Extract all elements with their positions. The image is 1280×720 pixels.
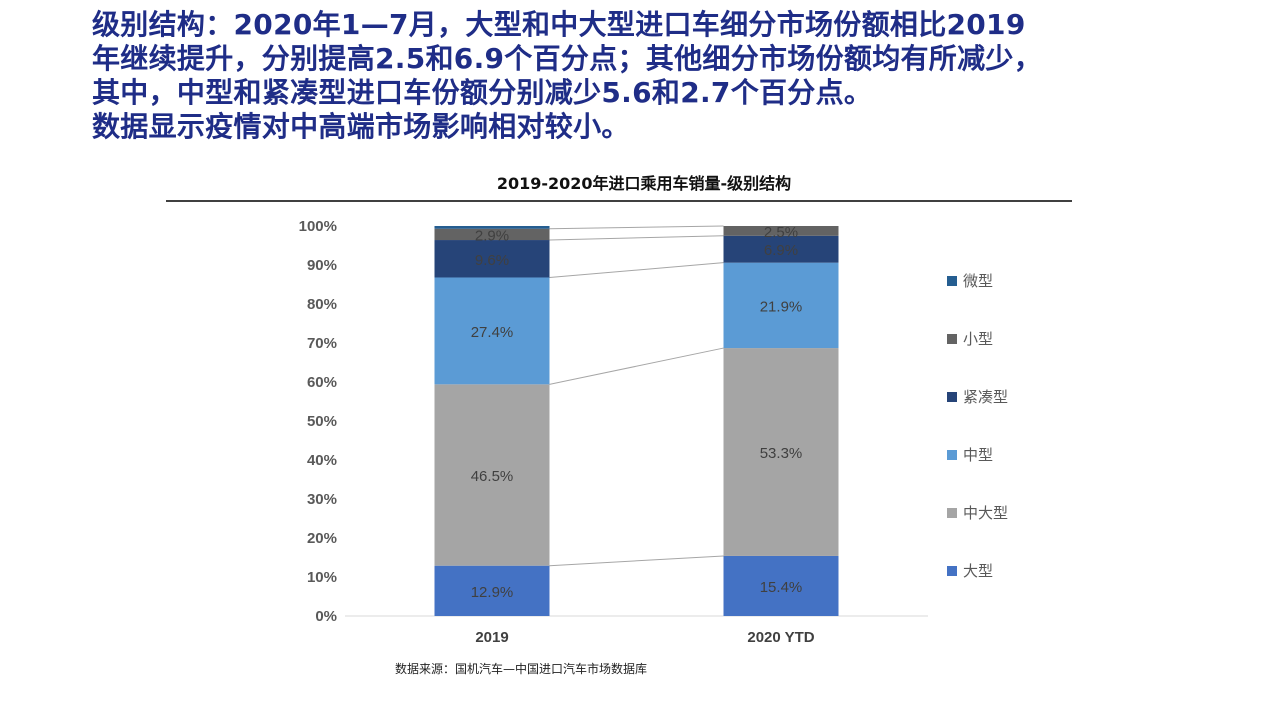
y-tick-label: 40% — [307, 452, 337, 469]
y-tick-label: 70% — [307, 335, 337, 352]
legend-swatch — [947, 334, 957, 344]
y-tick-label: 0% — [315, 608, 337, 625]
data-label: 9.6% — [475, 252, 509, 269]
data-label: 21.9% — [760, 298, 803, 315]
legend-label: 小型 — [963, 330, 993, 348]
x-tick-label: 2020 YTD — [747, 629, 814, 646]
legend-label: 微型 — [963, 272, 993, 290]
bar-segment — [723, 262, 839, 349]
headline-line: 级别结构：2020年1—7月，大型和中大型进口车细分市场份额相比2019 — [92, 8, 1026, 41]
series-connector-line — [549, 235, 724, 241]
source-note: 数据来源：国机汽车—中国进口汽车市场数据库 — [395, 661, 647, 676]
headline: 级别结构：2020年1—7月，大型和中大型进口车细分市场份额相比2019 年继续… — [92, 8, 1242, 144]
bar-segment — [434, 277, 550, 385]
data-label: 15.4% — [760, 579, 803, 596]
x-tick-label: 2019 — [475, 629, 508, 646]
legend-swatch — [947, 276, 957, 286]
y-tick-label: 60% — [307, 374, 337, 391]
headline-line: 年继续提升，分别提高2.5和6.9个百分点；其他细分市场份额均有所减少， — [92, 42, 1043, 75]
bar-segment — [723, 235, 839, 263]
bar-segment — [723, 226, 839, 236]
y-tick-label: 100% — [299, 218, 337, 235]
series-connector-line — [549, 225, 724, 230]
bar-segment — [723, 348, 839, 556]
y-tick-label: 50% — [307, 413, 337, 430]
legend-label: 大型 — [963, 562, 993, 580]
headline-line: 数据显示疫情对中高端市场影响相对较小。 — [92, 110, 630, 143]
bar-segment — [723, 555, 839, 616]
bar-segment — [434, 384, 550, 566]
y-tick-label: 90% — [307, 257, 337, 274]
chart-title: 2019-2020年进口乘用车销量-级别结构 — [497, 174, 791, 193]
series-connector-line — [549, 262, 724, 278]
legend-swatch — [947, 450, 957, 460]
legend-swatch — [947, 566, 957, 576]
y-tick-label: 20% — [307, 530, 337, 547]
y-tick-label: 10% — [307, 569, 337, 586]
series-connector-line — [549, 555, 724, 567]
series-connector-line — [549, 347, 724, 385]
data-label: 2.9% — [475, 227, 509, 244]
legend-swatch — [947, 508, 957, 518]
legend-label: 中大型 — [963, 504, 1008, 522]
legend-label: 中型 — [963, 446, 993, 464]
data-label: 46.5% — [471, 468, 514, 485]
y-tick-label: 30% — [307, 491, 337, 508]
bar-segment — [434, 240, 550, 278]
headline-line: 其中，中型和紧凑型进口车份额分别减少5.6和2.7个百分点。 — [92, 76, 873, 109]
legend-label: 紧凑型 — [963, 388, 1008, 406]
data-label: 6.9% — [764, 242, 798, 259]
data-label: 27.4% — [471, 324, 514, 341]
data-label: 53.3% — [760, 445, 803, 462]
data-label: 12.9% — [471, 584, 514, 601]
bar-segment — [434, 226, 550, 229]
data-label: 2.5% — [764, 224, 798, 241]
legend-swatch — [947, 392, 957, 402]
bar-segment — [434, 565, 550, 616]
bar-segment — [434, 228, 550, 241]
y-tick-label: 80% — [307, 296, 337, 313]
